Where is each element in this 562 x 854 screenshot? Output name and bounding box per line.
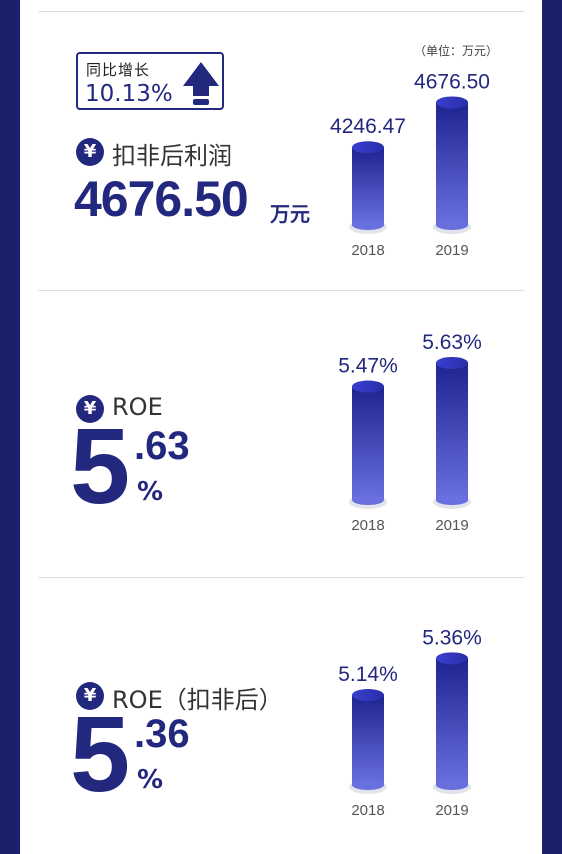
metric-unit: 万元 [270, 202, 310, 226]
bar-2018 [349, 141, 387, 234]
profit-chart: 4246.47 2018 4676.50 2019 [330, 70, 490, 259]
metric-value-integer: 5 [70, 693, 131, 814]
metric-value-decimal: .63 [134, 424, 190, 468]
unit-note: （单位：万元） [414, 44, 499, 58]
metric-value-decimal: .36 [134, 712, 190, 756]
metric-title: ROE（扣非后） [112, 686, 283, 714]
roe-deducted-chart: 5.14% 2018 5.36% 2019 [338, 626, 482, 819]
yen-icon: ¥ [76, 138, 104, 166]
category-label: 2018 [351, 517, 384, 534]
value-label: 4676.50 [414, 70, 490, 93]
value-label: 5.14% [338, 663, 398, 686]
bar-2019 [433, 96, 471, 234]
metric-value-integer: 5 [70, 405, 131, 526]
metric-value: 4676.50 [74, 171, 249, 227]
yen-icon: ¥ [76, 682, 104, 710]
bar-2019 [433, 356, 471, 509]
category-label: 2019 [435, 802, 468, 819]
category-label: 2018 [351, 242, 384, 259]
category-label: 2019 [435, 242, 468, 259]
value-label: 5.47% [338, 355, 398, 378]
category-label: 2019 [435, 517, 468, 534]
metric-unit: % [137, 765, 164, 795]
value-label: 5.36% [422, 626, 482, 649]
divider [38, 290, 524, 291]
growth-badge: 同比增长 10.13% [76, 52, 224, 110]
roe-chart: 5.47% 2018 5.63% 2019 [338, 331, 482, 534]
metric-title: 扣非后利润 [112, 142, 232, 170]
bar-2019 [433, 652, 471, 794]
bar-2018 [349, 380, 387, 509]
yen-icon: ¥ [76, 395, 104, 423]
growth-value: 10.13% [85, 81, 173, 107]
divider [38, 577, 524, 578]
category-label: 2018 [351, 802, 384, 819]
value-label: 4246.47 [330, 115, 406, 138]
metric-title: ROE [112, 393, 163, 421]
up-arrow-icon [183, 62, 219, 105]
value-label: 5.63% [422, 331, 482, 354]
growth-label: 同比增长 [86, 61, 151, 79]
metric-unit: % [137, 477, 164, 507]
bar-2018 [349, 689, 387, 794]
divider [38, 11, 524, 12]
